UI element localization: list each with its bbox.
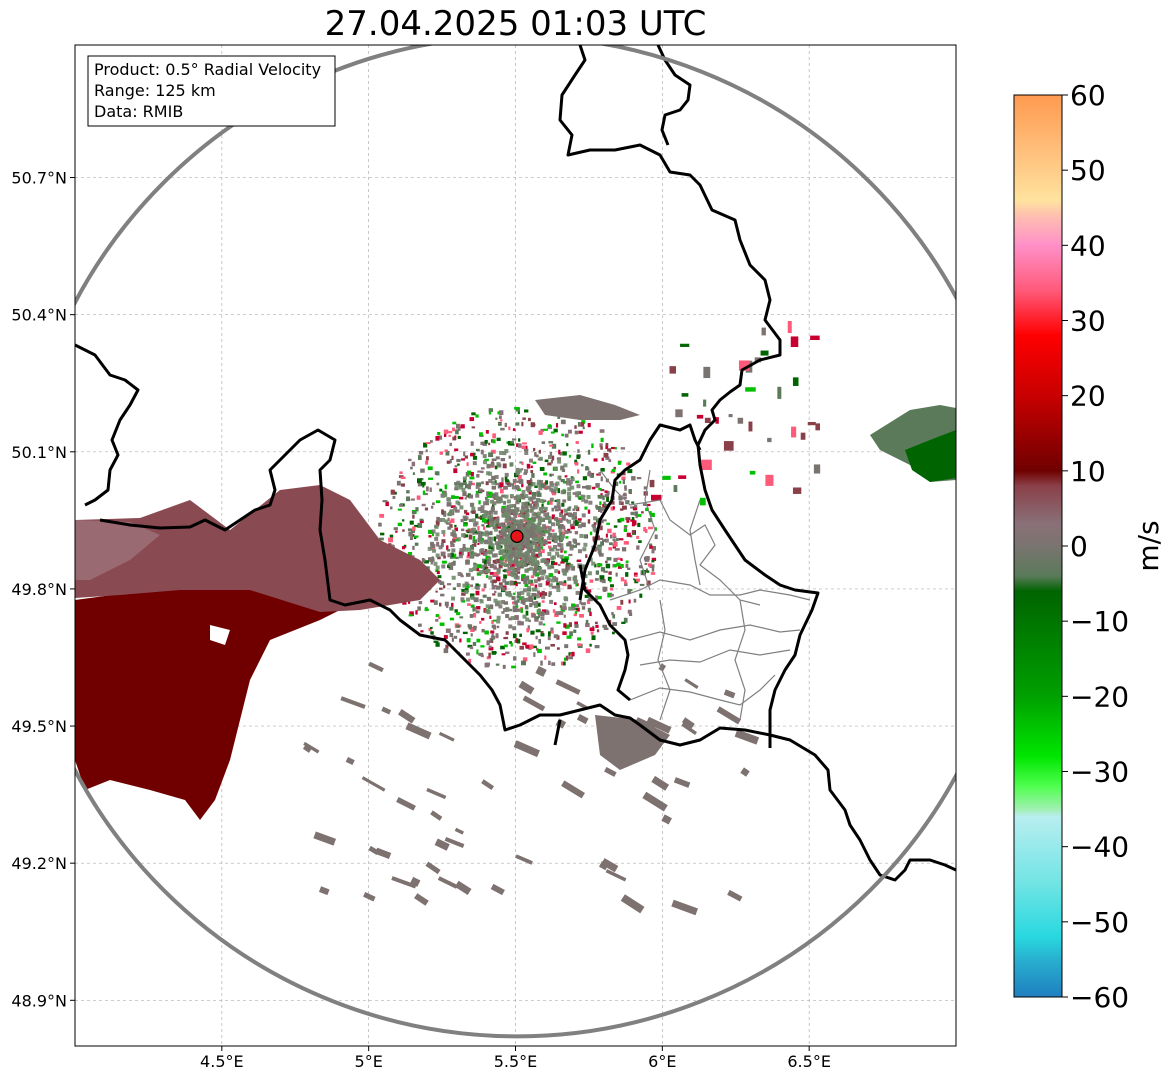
y-tick-label: 49.5°N (11, 717, 67, 736)
y-tick-label: 50.7°N (11, 169, 67, 188)
info-product: Product: 0.5° Radial Velocity (94, 60, 321, 79)
y-tick-label: 50.4°N (11, 306, 67, 325)
x-tick-label: 6°E (648, 1052, 676, 1071)
x-tick-label: 6.5°E (787, 1052, 831, 1071)
longitude-ticks: 4.5°E 5°E 5.5°E 6°E 6.5°E (200, 1046, 831, 1071)
info-box: Product: 0.5° Radial Velocity Range: 125… (87, 55, 336, 127)
y-tick-label: 49.8°N (11, 580, 67, 599)
latitude-ticks: 48.9°N 49.2°N 49.5°N 49.8°N 50.1°N 50.4°N 50.7… (11, 169, 75, 1010)
radar-site-marker[interactable] (510, 529, 524, 543)
province-boundaries (599, 469, 811, 721)
country-borders (75, 45, 956, 882)
x-tick-label: 5°E (355, 1052, 383, 1071)
x-tick-label: 5.5°E (494, 1052, 538, 1071)
info-data-source: Data: RMIB (94, 102, 183, 121)
range-ring (75, 45, 956, 1039)
y-tick-label: 48.9°N (11, 991, 67, 1010)
map-title: 27.04.2025 01:03 UTC (324, 4, 707, 44)
y-tick-label: 49.2°N (11, 854, 67, 873)
y-tick-label: 50.1°N (11, 443, 67, 462)
radar-echoes (75, 321, 956, 916)
info-range: Range: 125 km (94, 81, 216, 100)
x-tick-label: 4.5°E (200, 1052, 244, 1071)
